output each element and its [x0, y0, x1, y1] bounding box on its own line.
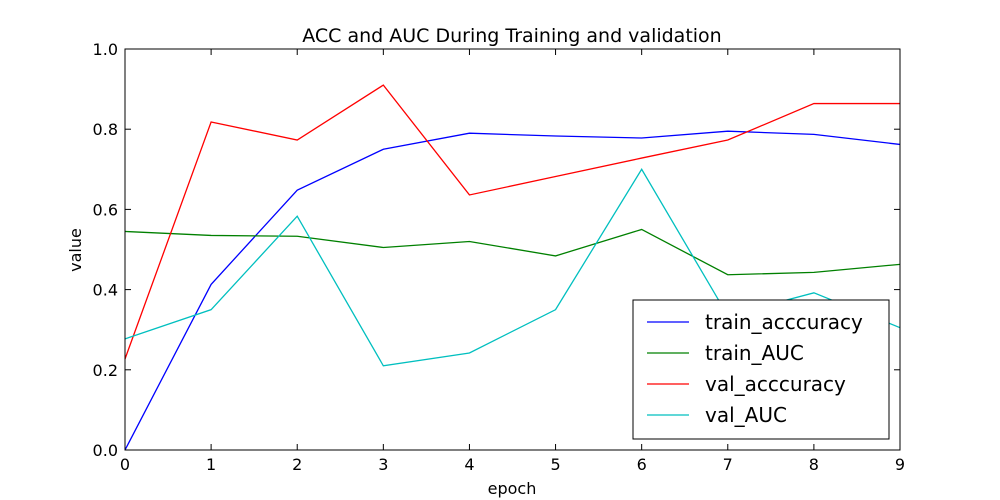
x-tick-label: 6	[637, 455, 647, 474]
legend: train_acccuracy train_AUC val_acccuracyval…	[632, 299, 890, 440]
chart-title: ACC and AUC During Training and validati…	[302, 25, 721, 47]
legend-label-val_AUC: val_AUC	[705, 403, 787, 427]
x-tick-label: 2	[292, 455, 302, 474]
y-tick-label: 0.6	[93, 200, 118, 219]
x-tick-label: 8	[809, 455, 819, 474]
series-line-train_acccuracy	[124, 130, 901, 451]
y-tick-label: 0.2	[93, 361, 118, 380]
legend-box	[632, 299, 890, 440]
plot-area: 0 1 2 3 4 5 6 7 8 9 0.0 0.2 0.4 0.6 0.8 1.0	[93, 40, 906, 474]
y-tick-label: 0.8	[93, 120, 118, 139]
plot-frame	[124, 48, 901, 451]
x-tick-label: 9	[895, 455, 905, 474]
x-tick-label: 5	[550, 455, 560, 474]
x-tick-label: 4	[464, 455, 474, 474]
x-tick-label: 0	[120, 455, 130, 474]
y-tick-label: 0.0	[93, 441, 118, 460]
legend-label-train_acccuracy: train_acccuracy	[705, 310, 863, 334]
x-tick-label: 7	[723, 455, 733, 474]
x-tick-label: 3	[378, 455, 388, 474]
x-tick-label: 1	[206, 455, 216, 474]
legend-label-val_acccuracy: val_acccuracy	[705, 372, 846, 396]
y-tick-label: 0.4	[93, 281, 118, 300]
x-axis-label: epoch	[488, 479, 537, 498]
legend-label-train_AUC: train_AUC	[705, 341, 804, 365]
series-line-val_acccuracy	[124, 84, 900, 360]
y-axis-label: value	[66, 228, 85, 272]
y-tick-label: 1.0	[93, 40, 118, 59]
series-line-train_AUC	[124, 228, 901, 276]
